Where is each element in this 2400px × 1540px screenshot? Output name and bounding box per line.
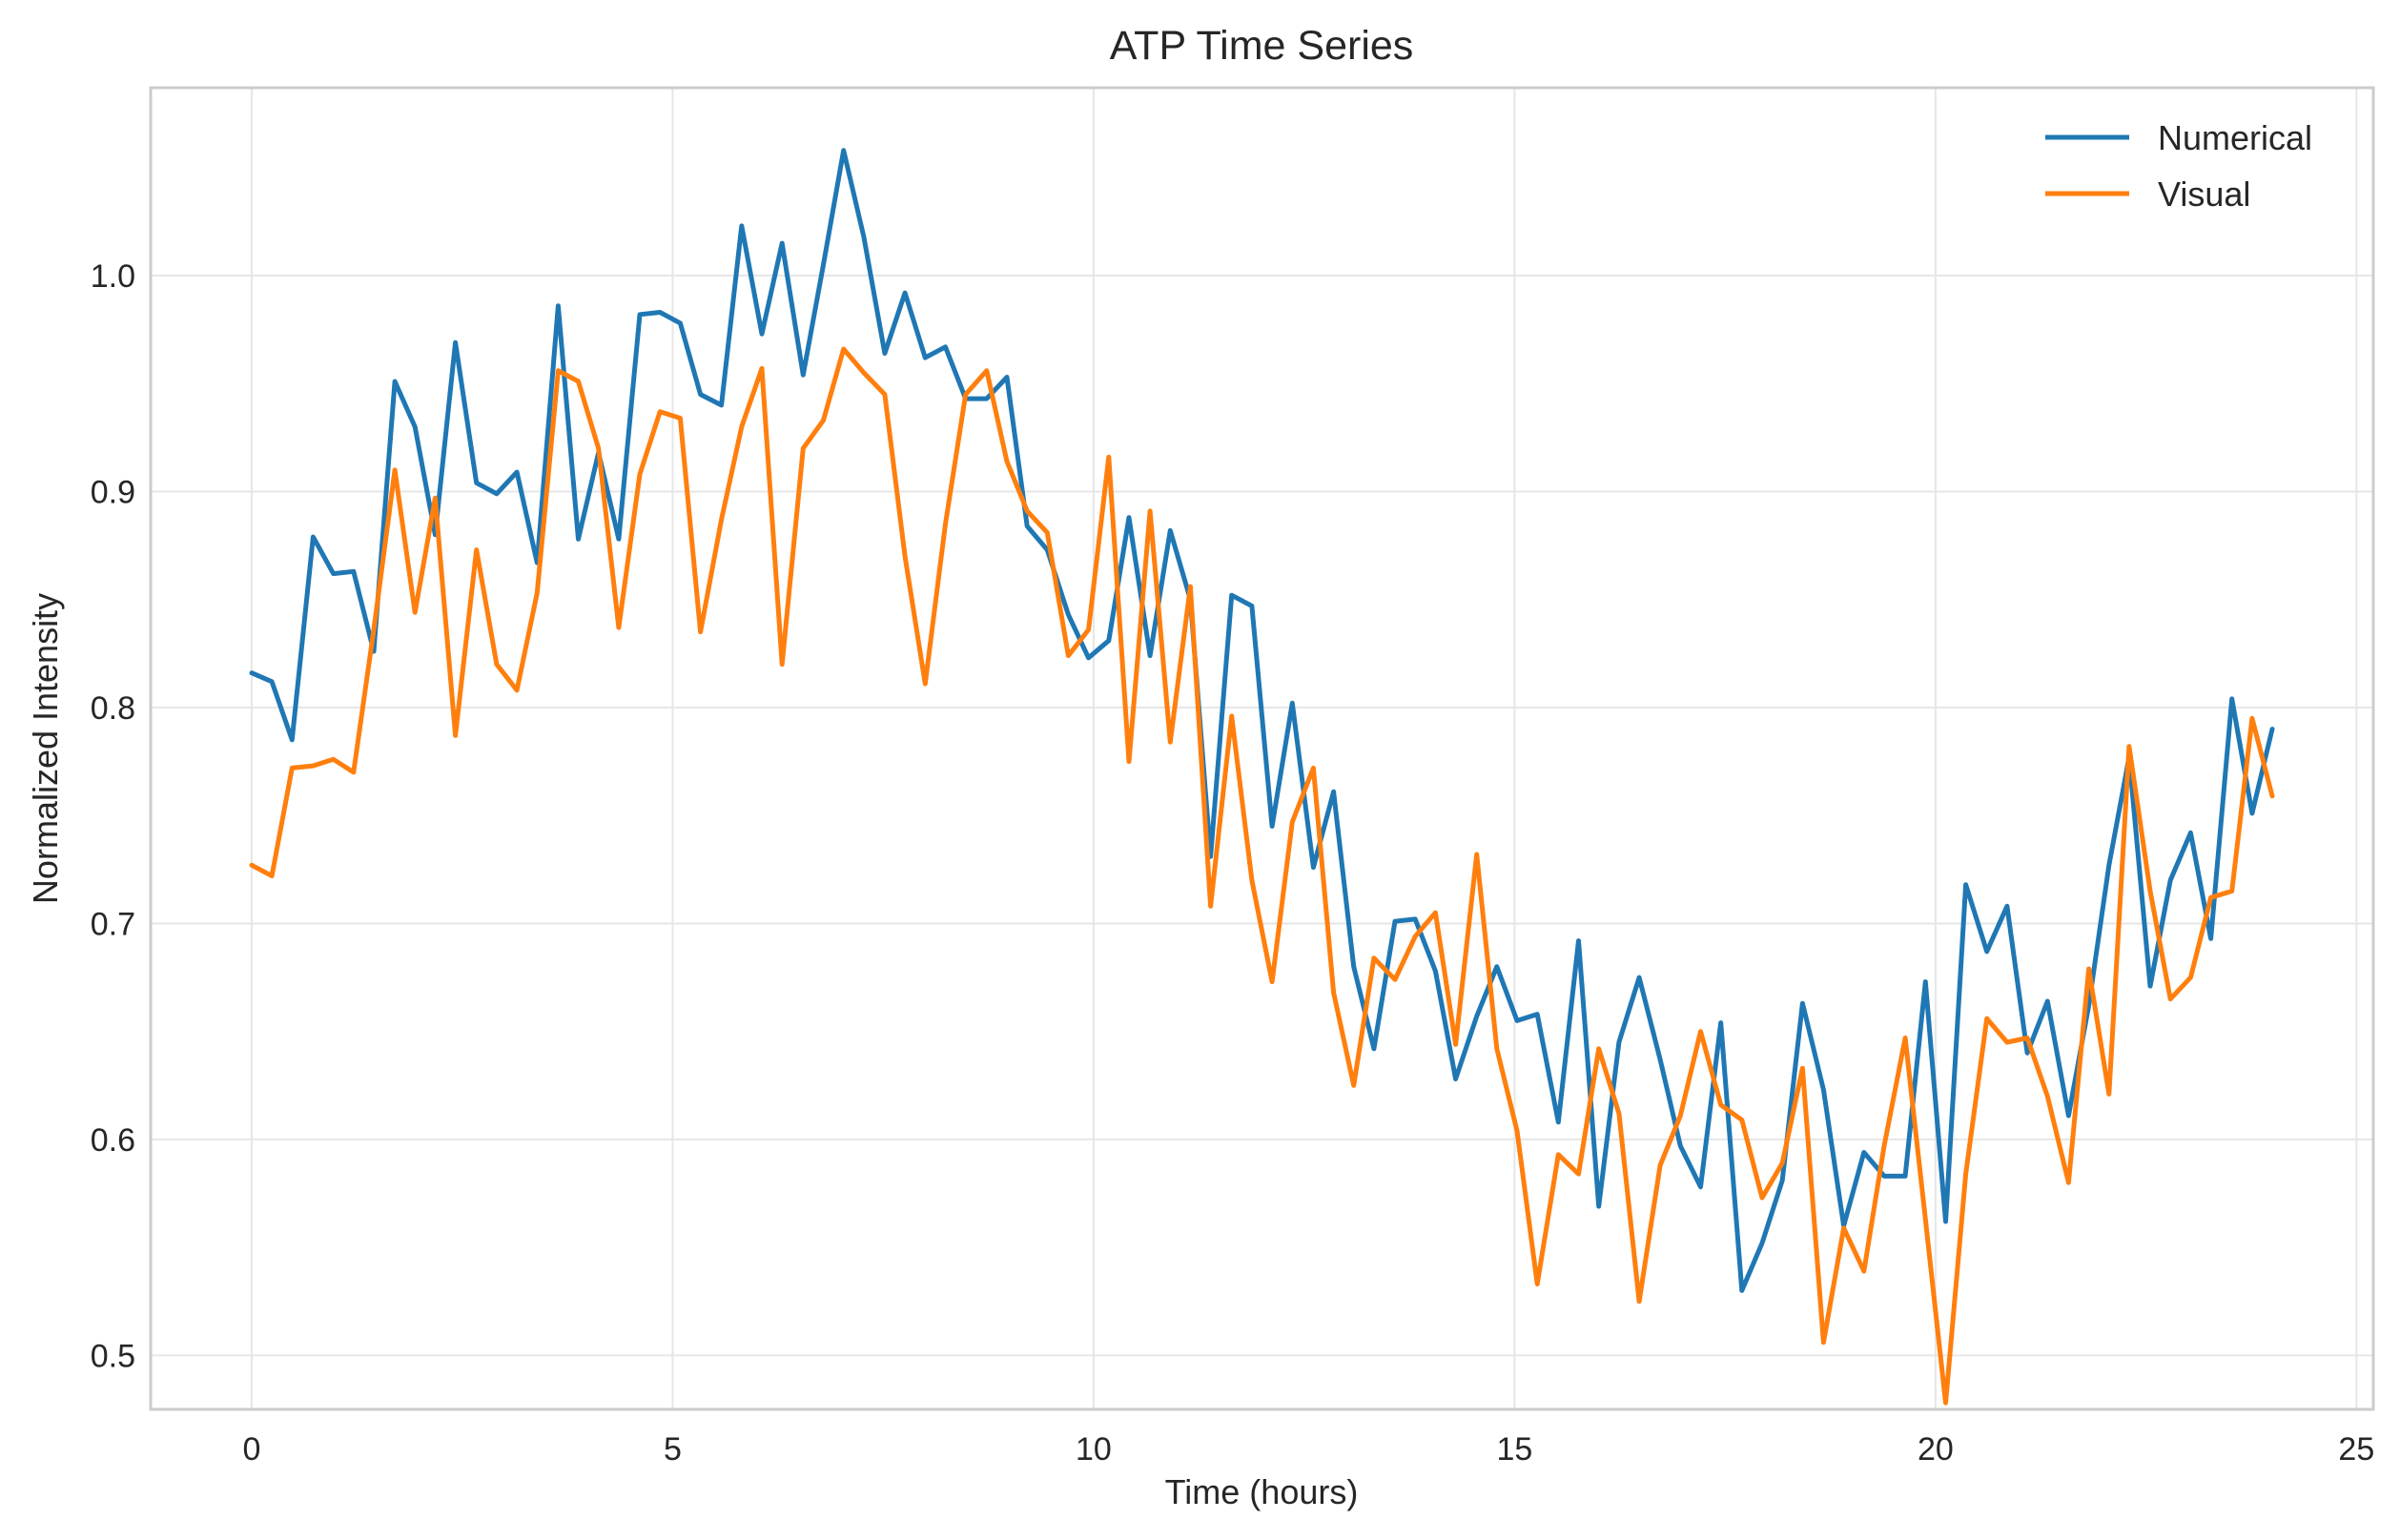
y-tick-label: 0.6 [91, 1122, 135, 1159]
legend: Numerical Visual [2045, 118, 2312, 214]
y-tick-label: 0.9 [91, 475, 135, 511]
x-tick-label: 10 [1076, 1431, 1112, 1468]
x-tick-label: 5 [664, 1431, 682, 1468]
y-tick-label: 0.5 [91, 1338, 135, 1374]
x-tick-label: 15 [1496, 1431, 1532, 1468]
y-axis-label: Normalized Intensity [26, 593, 65, 904]
y-tick-label: 0.7 [91, 906, 135, 942]
x-axis-ticks: 0 5 10 15 20 25 [242, 1431, 2374, 1468]
x-tick-label: 0 [242, 1431, 260, 1468]
series-line-visual [249, 346, 2275, 1406]
x-tick-label: 20 [1918, 1431, 1954, 1468]
legend-label-visual: Visual [2158, 175, 2250, 214]
x-axis-label: Time (hours) [1165, 1472, 1359, 1511]
chart-title: ATP Time Series [1110, 23, 1414, 69]
y-tick-label: 1.0 [91, 258, 135, 295]
y-axis-ticks: 0.5 0.6 0.7 0.8 0.9 1.0 [91, 258, 135, 1374]
plot-frame [149, 86, 2375, 1411]
series-lines [249, 148, 2275, 1406]
x-tick-label: 25 [2338, 1431, 2374, 1468]
series-line-numerical [249, 148, 2275, 1293]
y-tick-label: 0.8 [91, 690, 135, 727]
legend-label-numerical: Numerical [2158, 118, 2312, 157]
